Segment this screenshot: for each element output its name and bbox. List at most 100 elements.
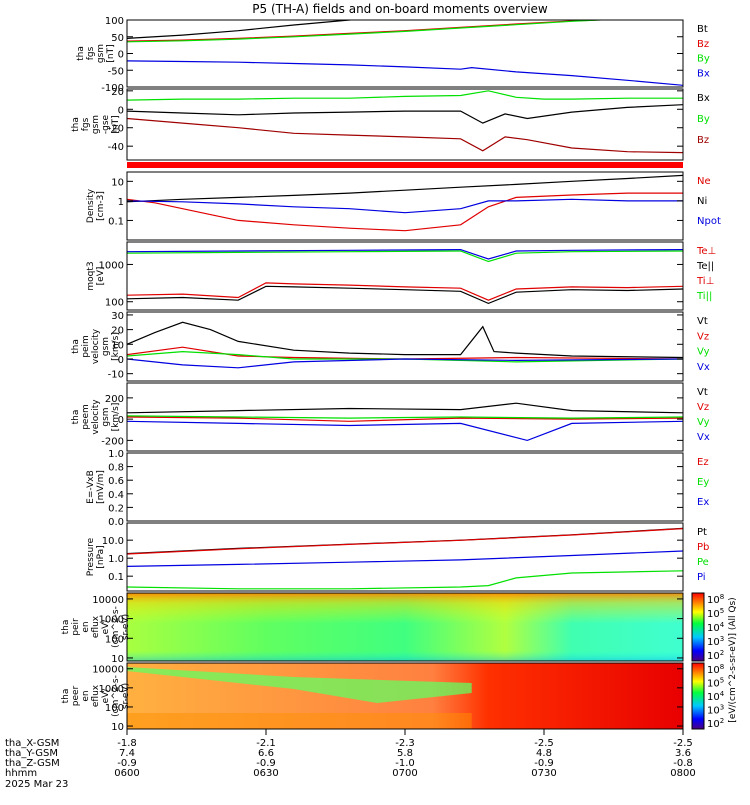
ytick-label: 10000	[92, 595, 124, 606]
ylabel-line: moqt3	[86, 261, 96, 290]
flag-bar	[127, 162, 683, 168]
ylabel-line: velocity	[91, 399, 101, 435]
legend-entry: Ez	[697, 457, 709, 468]
ylabel-line: gsm	[101, 337, 111, 356]
xaxis-value: 0600	[114, 768, 139, 779]
ytick-label: 0.1	[108, 572, 124, 583]
panel-frame	[126, 592, 684, 662]
legend-entry: Vt	[697, 316, 708, 327]
legend-entry: Vz	[697, 331, 709, 342]
legend-entry: Pi	[697, 572, 706, 583]
series-Vt	[127, 402, 683, 414]
ytick-label: 30	[111, 311, 124, 322]
ylabel-line: [km/s]	[111, 332, 121, 361]
colorbar-tick: 108	[707, 663, 724, 676]
legend-entry: Ey	[697, 477, 709, 488]
ylabel-line: Density	[86, 188, 96, 223]
ytick-label: 100	[105, 298, 124, 309]
ytick-label: 0.1	[108, 216, 124, 227]
legend-entry: Bx	[697, 93, 710, 104]
ylabel-line: velocity	[91, 328, 101, 364]
ytick-label: 10	[111, 654, 124, 665]
ylabel-line: fgs	[81, 117, 91, 131]
series-Bt	[127, 20, 358, 39]
colorbar-tick: 103	[707, 635, 724, 648]
xaxis-value: 3.6	[675, 748, 691, 759]
ytick-label: 10.0	[102, 536, 124, 547]
legend-entry: Te⊥	[696, 246, 716, 257]
series-Pb	[127, 528, 683, 555]
ylabel-line: eflux	[91, 615, 101, 638]
xaxis-value: -1.8	[117, 738, 137, 749]
ytick-label: 10	[111, 177, 124, 188]
panel-frame	[126, 522, 684, 592]
ytick-label: 0	[118, 105, 124, 116]
xaxis-value: -1.0	[395, 758, 415, 769]
legend-entry: Vx	[697, 432, 710, 443]
legend-entry: Te||	[696, 261, 714, 272]
panel-peem_velocity: Vt Vz Vy Vx 200 0 -200 tha peem velocity gsm [km/s]	[71, 382, 710, 452]
ylabel-line: gsm	[96, 44, 106, 63]
ylabel-line: -gse	[101, 114, 111, 134]
series-Bx	[127, 104, 683, 124]
ylabel-line: Pressure	[86, 537, 96, 576]
ylabel-line: gsm	[91, 115, 101, 134]
ytick-label: 100	[105, 703, 124, 714]
series-By	[127, 90, 683, 101]
ytick-label: 1.0	[108, 554, 124, 565]
xaxis-value: -2.3	[395, 738, 415, 749]
series-Bz	[127, 117, 683, 154]
ylabel-line: E=-VxB	[86, 470, 96, 504]
series-Pi	[127, 550, 683, 567]
ylabel-line: eV/	[101, 619, 111, 635]
panel-frame	[126, 19, 684, 88]
xaxis-value: 0630	[253, 768, 278, 779]
legend-entry: Vy	[697, 417, 710, 428]
spectrogram-band	[127, 667, 472, 703]
legend-entry: Ti||	[696, 291, 712, 302]
ylabel-line: peem	[81, 404, 91, 430]
ytick-label: 0.2	[108, 503, 124, 514]
ylabel-line: [nPa]	[96, 545, 106, 568]
ytick-label: -100	[101, 83, 124, 94]
panel-frame	[126, 171, 684, 241]
xaxis-value: -2.5	[534, 738, 554, 749]
ylabel-line: tha	[71, 339, 81, 354]
ytick-label: 10	[111, 722, 124, 733]
ylabel-line: eflux	[91, 684, 101, 707]
ylabel-line: [cm-3]	[96, 191, 106, 221]
ylabel-line: fgs	[86, 46, 96, 60]
ylabel-line: en	[81, 621, 91, 632]
legend-entry: Pt	[697, 527, 707, 538]
ytick-label: 0	[118, 415, 124, 426]
ylabel-line: tha	[76, 46, 86, 61]
ytick-label: 100	[105, 16, 124, 27]
panel-fgs_gsm: Bt Bz By Bx 100 50 0 -50 -100 tha fgs gsm [nT]	[76, 16, 710, 94]
legend-entry: Vz	[697, 402, 709, 413]
legend-entry: Npot	[697, 216, 721, 227]
legend-fgs_gsm: Bt Bz By Bx	[697, 24, 710, 79]
series-Ni	[127, 174, 683, 203]
legend-entry: Pe	[697, 557, 709, 568]
colorbar-label: [eV/(cm^2-s-sr-eV)] (All Qs)	[728, 597, 738, 722]
xaxis-value: 5.8	[397, 748, 413, 759]
ylabel-line: tha	[71, 410, 81, 425]
ytick-label: 1000	[99, 615, 124, 626]
colorbar-tick: 102	[707, 717, 724, 730]
series-Te	[127, 285, 683, 305]
ytick-label: -200	[101, 436, 124, 447]
series-Te	[127, 248, 683, 260]
ytick-label: -50	[108, 66, 124, 77]
legend-moments_temp: Te⊥ Te|| Ti⊥ Ti||	[696, 246, 716, 302]
panel-density: Ne Ni Npot 10 1 0.1 Density [cm-3]	[86, 171, 721, 241]
xaxis-value: -2.5	[673, 738, 693, 749]
panel-peim_velocity: Vt Vz Vy Vx 30 20 10 0 -10 tha peim velocity gsm [km/…	[71, 311, 710, 382]
panel-fgs_gse_gsm: Bx By Bz 20 0 -20 -40 tha fgs gsm -gse [nT]	[71, 87, 710, 161]
ytick-label: 1000	[99, 684, 124, 695]
xaxis-value: 4.8	[536, 748, 552, 759]
legend-entry: Pb	[697, 542, 709, 553]
ytick-label: -40	[108, 142, 124, 153]
